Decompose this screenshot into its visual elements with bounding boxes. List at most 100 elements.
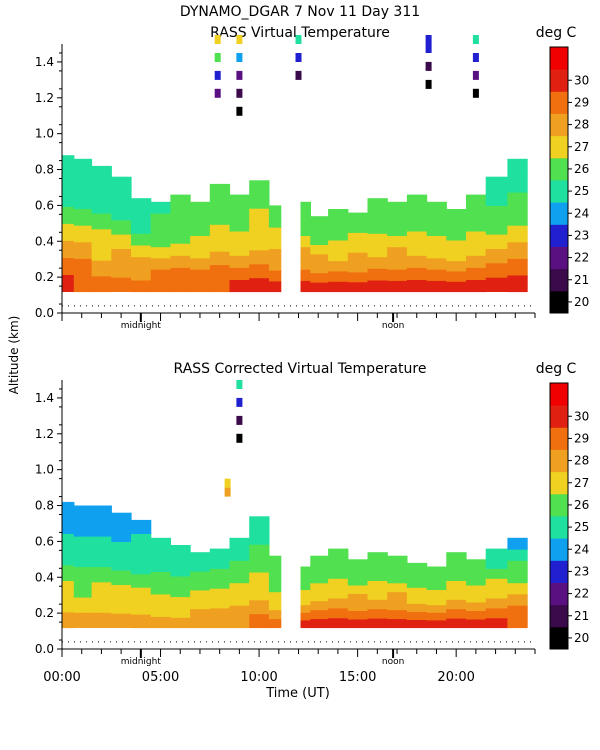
data-cell — [131, 546, 152, 561]
data-cell — [387, 600, 408, 611]
data-cell — [268, 216, 282, 228]
data-cell — [209, 578, 231, 589]
data-cell — [446, 270, 467, 282]
data-cell — [466, 593, 487, 603]
colorbar-swatch — [550, 135, 568, 159]
data-cell — [466, 243, 487, 256]
data-cell — [209, 197, 231, 212]
data-cell — [466, 619, 487, 629]
data-cell — [347, 252, 369, 263]
aloft-cell — [236, 88, 243, 98]
data-cell — [190, 580, 211, 591]
data-cell — [347, 261, 369, 273]
data-cell — [347, 242, 369, 253]
data-cell — [190, 589, 211, 600]
data-cell — [387, 573, 408, 584]
colorbar-label: 22 — [574, 587, 589, 601]
data-cell — [406, 279, 428, 293]
data-cell — [111, 234, 132, 249]
data-cell — [426, 581, 447, 590]
data-cell — [426, 612, 447, 621]
x-tick-label: 15:00 — [339, 670, 376, 685]
data-cell — [62, 596, 75, 613]
data-cell — [367, 198, 388, 211]
data-cell — [150, 571, 171, 584]
data-cell — [507, 175, 528, 193]
data-cell — [131, 560, 152, 575]
data-cell — [150, 224, 171, 236]
data-cell — [131, 279, 152, 293]
aloft-cell — [472, 53, 479, 62]
data-cell — [328, 250, 349, 262]
data-cell — [426, 597, 447, 606]
data-cell — [111, 570, 132, 585]
colorbar-label: 25 — [574, 184, 589, 198]
data-cell — [347, 559, 369, 569]
data-cell — [310, 564, 329, 575]
colorbar-label: 22 — [574, 251, 589, 265]
data-cell — [249, 263, 270, 279]
data-cell — [367, 279, 388, 293]
data-cell — [310, 555, 329, 566]
y-tick-label: 0.0 — [35, 642, 54, 656]
data-cell — [347, 593, 369, 603]
data-cell — [91, 260, 112, 277]
data-cell — [73, 551, 93, 568]
data-cell — [190, 571, 211, 581]
data-cell — [190, 608, 211, 619]
data-cell — [310, 235, 329, 245]
y-tick-label: 1.4 — [35, 55, 54, 69]
data-cell — [62, 611, 75, 629]
aloft-cell — [236, 53, 243, 62]
data-cell — [190, 552, 211, 563]
aloft-cell — [472, 70, 479, 80]
aloft-cell — [425, 35, 432, 44]
data-cell — [111, 277, 132, 292]
data-cell — [507, 191, 528, 210]
data-cell — [131, 600, 152, 615]
data-cell — [466, 255, 487, 268]
data-cell — [406, 619, 428, 629]
data-cell — [111, 555, 132, 571]
data-cell — [209, 237, 231, 252]
data-cell — [91, 581, 112, 598]
aloft-cell — [236, 380, 243, 389]
data-cell — [300, 201, 311, 214]
data-cell — [111, 191, 132, 206]
data-cell — [150, 201, 171, 214]
aloft-cell — [214, 70, 221, 80]
data-cell — [249, 235, 270, 251]
colorbar-swatch — [550, 626, 568, 650]
data-cell — [310, 618, 329, 629]
data-cell — [268, 280, 282, 293]
colorbar-swatch — [550, 471, 568, 495]
data-cell — [91, 244, 112, 261]
data-cell — [446, 618, 467, 629]
data-cell — [367, 589, 388, 600]
data-cell — [91, 566, 112, 583]
data-cell — [426, 246, 447, 259]
data-cell — [62, 274, 75, 292]
data-cell — [310, 282, 329, 293]
data-cell — [268, 270, 282, 282]
data-cell — [426, 566, 447, 575]
data-cell — [229, 593, 250, 606]
data-cell — [507, 241, 528, 259]
colorbar-swatch — [550, 180, 568, 203]
data-cell — [229, 206, 250, 220]
data-cell — [367, 608, 388, 619]
data-cell — [426, 280, 447, 293]
data-cell — [209, 617, 231, 629]
data-cell — [131, 268, 152, 281]
aloft-cell — [472, 35, 479, 44]
data-cell — [249, 249, 270, 265]
data-cell — [229, 537, 250, 550]
data-cell — [190, 246, 211, 259]
data-cell — [73, 225, 93, 243]
data-cell — [406, 587, 428, 596]
data-cell — [507, 605, 528, 617]
colorbar-swatch — [550, 538, 568, 561]
data-cell — [111, 262, 132, 278]
colorbar-swatch — [550, 405, 568, 428]
